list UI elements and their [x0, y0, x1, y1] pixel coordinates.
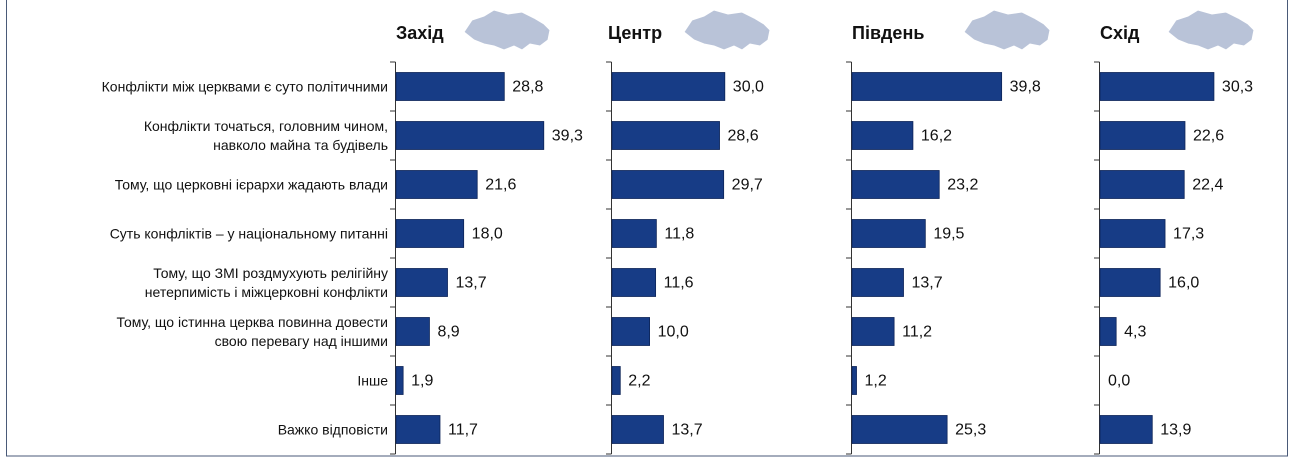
frame — [6, 0, 1288, 457]
category-label: Конфлікти між церквами є суто політичним… — [101, 78, 388, 94]
value-label: 13,7 — [912, 275, 943, 292]
value-label: 17,3 — [1173, 226, 1204, 243]
value-label: 11,2 — [902, 324, 932, 341]
value-label: 22,4 — [1192, 177, 1223, 194]
value-label: 16,2 — [921, 128, 952, 145]
bar — [611, 170, 725, 199]
value-label: 13,9 — [1160, 422, 1191, 439]
value-label: 11,6 — [664, 275, 694, 292]
bar — [395, 72, 505, 101]
bar — [1099, 415, 1153, 444]
region-map — [963, 9, 1051, 51]
region-map — [683, 9, 771, 51]
value-label: 16,0 — [1168, 275, 1199, 292]
category-label: Конфлікти точаться, головним чином, навк… — [143, 117, 388, 153]
value-label: 39,3 — [552, 128, 583, 145]
value-label: 25,3 — [955, 422, 986, 439]
bar — [611, 268, 657, 297]
value-label: 30,3 — [1222, 79, 1253, 96]
bar — [611, 415, 664, 444]
bar — [611, 121, 720, 150]
value-label: 23,2 — [947, 177, 978, 194]
category-label: Суть конфліктів – у національному питанн… — [109, 225, 388, 241]
panel-title: Південь — [852, 23, 924, 43]
value-label: 39,8 — [1010, 79, 1041, 96]
value-label: 10,0 — [658, 324, 689, 341]
value-label: 19,5 — [933, 226, 964, 243]
value-label: 18,0 — [472, 226, 503, 243]
value-label: 22,6 — [1193, 128, 1224, 145]
category-label: Інше — [357, 372, 388, 388]
value-label: 2,2 — [628, 373, 650, 390]
category-label: Тому, що істинна церква повинна довести … — [116, 313, 388, 349]
value-label: 11,8 — [664, 226, 694, 243]
bar — [395, 219, 465, 248]
bar — [395, 268, 448, 297]
category-label: Тому, що церковні ієрархи жадають влади — [114, 176, 388, 192]
bar — [611, 317, 650, 346]
bar — [851, 121, 914, 150]
value-label: 21,6 — [485, 177, 516, 194]
bar — [851, 415, 948, 444]
value-label: 11,7 — [448, 422, 478, 439]
value-label: 29,7 — [732, 177, 763, 194]
bar — [851, 317, 895, 346]
category-label: Тому, що ЗМІ роздмухують релігійну нетер… — [144, 264, 388, 300]
bar — [1099, 170, 1185, 199]
value-label: 1,9 — [411, 373, 433, 390]
bar — [611, 72, 726, 101]
value-label: 28,8 — [512, 79, 543, 96]
region-map — [463, 9, 551, 51]
bar — [851, 170, 940, 199]
bar — [395, 317, 430, 346]
bar — [395, 415, 441, 444]
region-map — [1167, 9, 1255, 51]
bar — [1099, 268, 1161, 297]
bar — [1099, 219, 1166, 248]
category-label: Важко відповісти — [277, 421, 388, 437]
panel-title: Центр — [608, 23, 662, 43]
value-label: 13,7 — [672, 422, 703, 439]
value-label: 30,0 — [733, 79, 764, 96]
value-label: 13,7 — [456, 275, 487, 292]
bar — [611, 366, 621, 395]
bar — [851, 268, 904, 297]
value-label: 4,3 — [1124, 324, 1146, 341]
bar — [851, 366, 857, 395]
bar — [851, 72, 1003, 101]
value-label: 0,0 — [1108, 373, 1130, 390]
bar — [395, 170, 478, 199]
bar — [611, 219, 657, 248]
value-label: 1,2 — [865, 373, 887, 390]
bar — [851, 219, 926, 248]
panel-title: Захід — [396, 23, 444, 43]
bar — [1099, 72, 1215, 101]
value-label: 28,6 — [728, 128, 759, 145]
bar — [1099, 317, 1117, 346]
bar — [395, 366, 404, 395]
value-label: 8,9 — [437, 324, 459, 341]
bar — [395, 121, 545, 150]
bar — [1099, 121, 1186, 150]
panel-title: Схід — [1100, 23, 1140, 43]
